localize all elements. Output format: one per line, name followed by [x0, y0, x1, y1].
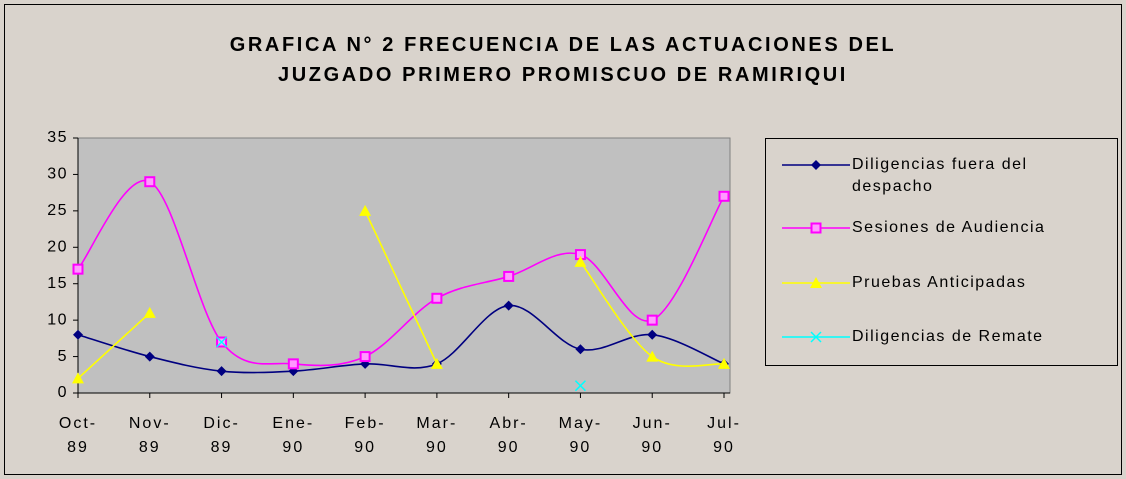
marker — [73, 329, 83, 340]
x-tick-label: Feb- 90 — [344, 415, 386, 456]
marker — [574, 380, 586, 392]
marker — [430, 357, 443, 369]
marker — [72, 372, 84, 384]
marker — [431, 292, 443, 304]
marker — [718, 357, 730, 369]
plot-area — [77, 137, 731, 394]
x-tick-label: Abr- 90 — [489, 415, 528, 456]
marker — [359, 351, 371, 363]
marker — [811, 160, 821, 170]
x-tick-label: Jun- 90 — [632, 415, 672, 456]
x-tick-label: May- 90 — [558, 415, 603, 456]
chart-title: GRAFICA N° 2 FRECUENCIA DE LAS ACTUACION… — [229, 34, 897, 86]
frame — [4, 4, 1122, 475]
legend-label: Pruebas Anticipadas — [852, 274, 1027, 291]
y-tick-label: 15 — [47, 275, 68, 292]
y-tick-label: 10 — [47, 311, 68, 328]
marker — [810, 222, 822, 234]
marker — [216, 366, 227, 377]
marker — [646, 314, 658, 326]
legend-box — [765, 138, 1118, 366]
marker — [575, 344, 586, 355]
marker — [810, 331, 822, 343]
marker — [144, 176, 156, 188]
x-tick-label: Ene- 90 — [272, 415, 315, 456]
marker — [216, 336, 228, 348]
legend-label: Diligencias fuera del despacho — [852, 156, 1028, 195]
marker — [144, 351, 155, 362]
marker — [72, 263, 84, 275]
legend-label: Diligencias de Remate — [852, 328, 1044, 345]
marker — [574, 255, 587, 267]
x-tick-label: Dic- 89 — [203, 415, 240, 456]
x-tick-label: Jul- 90 — [707, 415, 741, 456]
x-tick-label: Oct- 89 — [58, 415, 98, 456]
marker — [503, 270, 515, 282]
marker — [646, 350, 659, 362]
series-line — [77, 179, 725, 367]
y-tick-label: 25 — [47, 202, 68, 219]
y-tick-label: 30 — [47, 166, 68, 183]
marker — [718, 190, 730, 202]
marker — [287, 358, 299, 370]
marker — [359, 204, 372, 216]
series-line — [77, 304, 725, 374]
y-tick-label: 5 — [58, 348, 68, 365]
y-tick-label: 20 — [47, 239, 68, 256]
x-tick-label: Nov- 89 — [128, 415, 171, 456]
x-tick-label: Mar- 90 — [416, 415, 458, 456]
y-tick-label: 0 — [58, 384, 68, 401]
legend-label: Sesiones de Audiencia — [852, 219, 1046, 236]
y-tick-label: 35 — [47, 129, 68, 146]
marker — [503, 300, 514, 311]
marker — [647, 329, 658, 340]
marker — [810, 277, 822, 288]
marker — [143, 306, 156, 318]
